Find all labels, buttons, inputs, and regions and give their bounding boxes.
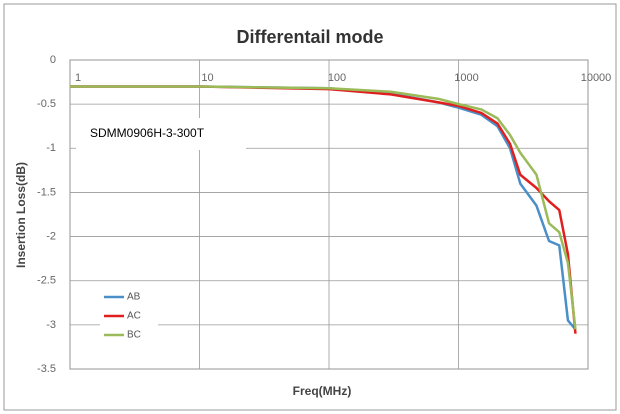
- y-tick-label: 0: [50, 54, 56, 66]
- y-tick-label: -3: [46, 319, 56, 331]
- series-line: [70, 85, 577, 334]
- x-tick-label: 1000: [454, 72, 478, 84]
- y-tick-label: -1.5: [37, 186, 56, 198]
- legend-label: BC: [127, 330, 141, 341]
- x-axis-label: Freq(MHz): [293, 384, 352, 398]
- y-tick-label: -0.5: [37, 98, 56, 110]
- x-tick-label: 10: [201, 72, 213, 84]
- x-tick-label: 100: [328, 72, 346, 84]
- chart-title: Differentail mode: [236, 27, 383, 47]
- annotation-box: [76, 118, 246, 150]
- y-tick-label: -2.5: [37, 275, 56, 287]
- legend-label: AB: [127, 292, 141, 303]
- series-line: [70, 85, 577, 330]
- x-tick-label: 10000: [581, 72, 612, 84]
- y-tick-label: -1: [46, 142, 56, 154]
- y-tick-label: -2: [46, 230, 56, 242]
- annotation: SDMM0906H-3-300T: [90, 126, 205, 140]
- y-axis-label: Insertion Loss(dB): [14, 162, 28, 268]
- x-tick-label: 1: [75, 72, 81, 84]
- y-tick-label: -3.5: [37, 363, 56, 375]
- legend-label: AC: [127, 311, 141, 322]
